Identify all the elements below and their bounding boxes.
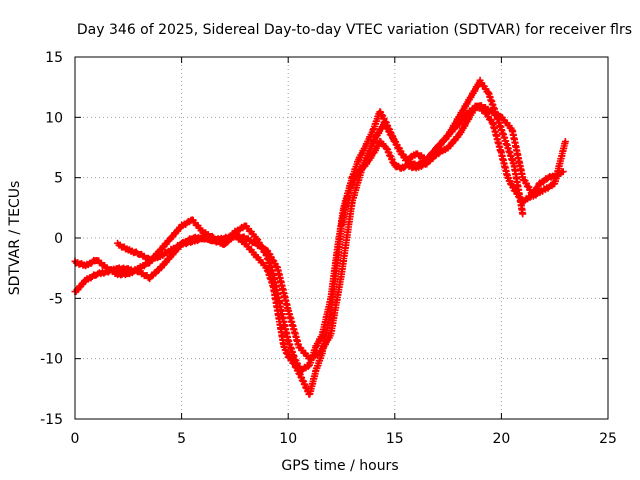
grid-lines xyxy=(75,57,608,419)
y-tick-label: -15 xyxy=(40,412,63,428)
x-tick-label: 5 xyxy=(177,431,186,447)
data-series-3 xyxy=(114,102,569,363)
x-tick-label: 10 xyxy=(279,431,297,447)
chart-title: Day 346 of 2025, Sidereal Day-to-day VTE… xyxy=(77,22,632,38)
y-tick-label: 0 xyxy=(54,231,63,247)
data-points xyxy=(71,76,569,398)
x-tick-label: 25 xyxy=(599,431,617,447)
x-axis-label: GPS time / hours xyxy=(281,458,398,474)
y-tick-label: 10 xyxy=(45,110,63,126)
data-point-markers xyxy=(114,102,569,363)
y-tick-label: 15 xyxy=(45,50,63,66)
y-tick-label: -10 xyxy=(40,352,63,368)
axis-ticks: 0 5 10 15 20 25 -15 -10 -5 0 5 10 15 xyxy=(40,50,617,447)
y-tick-label: -5 xyxy=(49,291,63,307)
y-tick-label: 5 xyxy=(54,171,63,187)
y-axis-label: SDTVAR / TECUs xyxy=(7,181,23,296)
x-tick-label: 15 xyxy=(386,431,404,447)
plot-frame xyxy=(74,56,609,420)
x-tick-label: 20 xyxy=(492,431,510,447)
x-tick-label: 0 xyxy=(71,431,80,447)
